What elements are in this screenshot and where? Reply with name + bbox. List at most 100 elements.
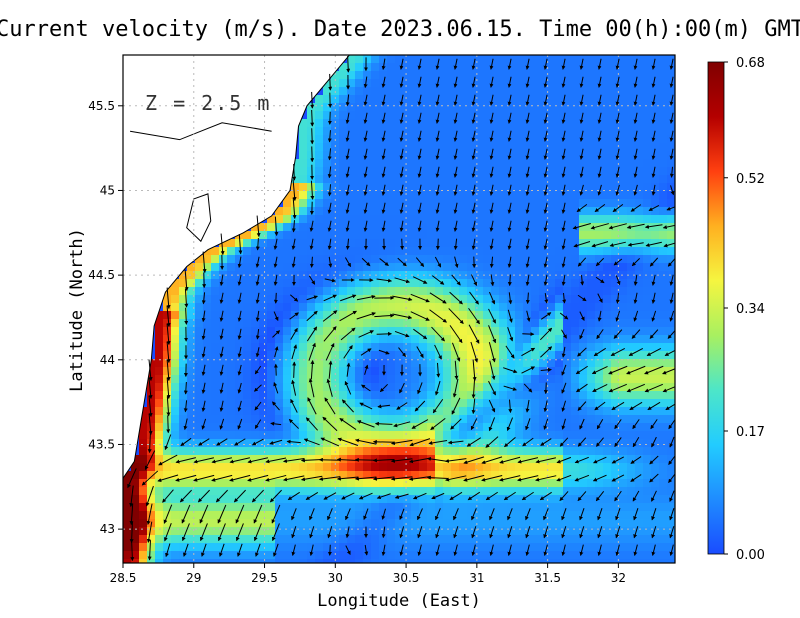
speed-cell bbox=[579, 135, 588, 144]
speed-cell bbox=[395, 351, 404, 360]
speed-cell bbox=[579, 311, 588, 320]
velocity-arrow bbox=[435, 58, 440, 70]
speed-cell bbox=[539, 415, 548, 424]
speed-cell bbox=[387, 551, 396, 560]
speed-cell bbox=[435, 63, 444, 72]
speed-cell bbox=[515, 511, 524, 520]
speed-cell bbox=[659, 415, 668, 424]
speed-cell bbox=[427, 551, 436, 560]
speed-cell bbox=[531, 95, 540, 104]
speed-cell bbox=[355, 215, 364, 224]
speed-cell bbox=[435, 487, 444, 496]
speed-cell bbox=[587, 95, 596, 104]
speed-cell bbox=[499, 495, 508, 504]
speed-cell bbox=[635, 423, 644, 432]
speed-cell bbox=[531, 303, 540, 312]
speed-cell bbox=[211, 279, 220, 288]
speed-cell bbox=[499, 55, 508, 64]
speed-cell bbox=[283, 535, 292, 544]
speed-cell bbox=[411, 71, 420, 80]
velocity-arrow bbox=[466, 437, 482, 447]
speed-cell bbox=[347, 431, 356, 440]
speed-cell bbox=[475, 183, 484, 192]
speed-cell bbox=[235, 527, 244, 536]
speed-cell bbox=[315, 247, 324, 256]
velocity-arrow bbox=[651, 436, 657, 448]
velocity-arrow bbox=[543, 58, 548, 70]
speed-cell bbox=[467, 159, 476, 168]
speed-cell bbox=[395, 215, 404, 224]
speed-cell bbox=[371, 479, 380, 488]
speed-cell bbox=[651, 287, 660, 296]
speed-cell bbox=[539, 431, 548, 440]
speed-cell bbox=[275, 335, 284, 344]
speed-cell bbox=[547, 279, 556, 288]
speed-cell bbox=[355, 223, 364, 232]
velocity-arrow bbox=[237, 256, 242, 269]
speed-cell bbox=[275, 383, 284, 392]
speed-cell bbox=[563, 135, 572, 144]
speed-cell bbox=[611, 535, 620, 544]
speed-cell bbox=[603, 271, 612, 280]
speed-cell bbox=[315, 463, 324, 472]
speed-cell bbox=[147, 479, 156, 488]
speed-cell bbox=[323, 551, 332, 560]
speed-cell bbox=[299, 399, 308, 408]
speed-cell bbox=[475, 103, 484, 112]
speed-cell bbox=[563, 439, 572, 448]
speed-cell bbox=[499, 287, 508, 296]
velocity-arrow bbox=[481, 456, 503, 465]
speed-cell bbox=[507, 103, 516, 112]
speed-cell bbox=[331, 191, 340, 200]
speed-cell bbox=[403, 143, 412, 152]
speed-cell bbox=[523, 151, 532, 160]
speed-cell bbox=[347, 383, 356, 392]
speed-cell bbox=[483, 407, 492, 416]
speed-cell bbox=[531, 183, 540, 192]
velocity-arrow bbox=[561, 400, 567, 412]
speed-cell bbox=[387, 239, 396, 248]
speed-cell bbox=[491, 247, 500, 256]
speed-cell bbox=[491, 359, 500, 368]
speed-cell bbox=[531, 327, 540, 336]
speed-cell bbox=[467, 319, 476, 328]
speed-cell bbox=[507, 367, 516, 376]
speed-cell bbox=[507, 407, 516, 416]
speed-cell bbox=[403, 495, 412, 504]
velocity-arrow bbox=[647, 401, 661, 411]
speed-cell bbox=[667, 87, 675, 96]
speed-cell bbox=[475, 151, 484, 160]
speed-cell bbox=[211, 543, 220, 552]
speed-cell bbox=[411, 159, 420, 168]
speed-cell bbox=[483, 95, 492, 104]
speed-cell bbox=[299, 327, 308, 336]
speed-cell bbox=[459, 359, 468, 368]
speed-cell bbox=[251, 247, 260, 256]
velocity-arrow bbox=[327, 220, 332, 232]
speed-cell bbox=[515, 143, 524, 152]
speed-cell bbox=[547, 311, 556, 320]
speed-cell bbox=[355, 455, 364, 464]
speed-cell bbox=[603, 71, 612, 80]
velocity-arrow bbox=[237, 310, 242, 322]
speed-cell bbox=[267, 495, 276, 504]
speed-cell bbox=[323, 327, 332, 336]
velocity-arrow bbox=[322, 416, 338, 432]
speed-cell bbox=[283, 359, 292, 368]
speed-cell bbox=[411, 559, 420, 563]
speed-cell bbox=[387, 151, 396, 160]
speed-cell bbox=[611, 71, 620, 80]
speed-cell bbox=[315, 535, 324, 544]
x-axis-ticks: 28.5 29 29.5 30 30.5 31 31.5 32 bbox=[110, 563, 626, 585]
speed-cell bbox=[371, 151, 380, 160]
speed-cell bbox=[195, 311, 204, 320]
speed-cell bbox=[267, 415, 276, 424]
speed-cell bbox=[563, 535, 572, 544]
speed-cell bbox=[427, 103, 436, 112]
speed-cell bbox=[435, 415, 444, 424]
speed-cell bbox=[363, 71, 372, 80]
speed-cell bbox=[563, 55, 572, 64]
speed-cell bbox=[363, 359, 372, 368]
speed-cell bbox=[627, 199, 636, 208]
speed-cell bbox=[467, 311, 476, 320]
